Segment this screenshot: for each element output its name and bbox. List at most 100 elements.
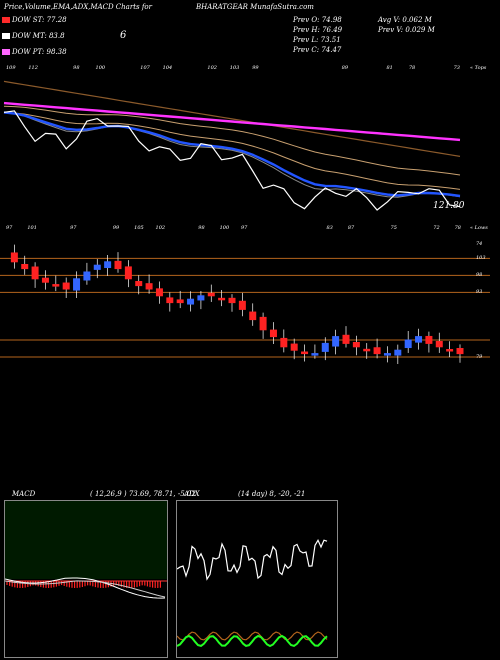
candle-body-29: [301, 351, 309, 355]
level-label-5: 74: [476, 241, 483, 247]
top-label-20: 73: [453, 65, 460, 71]
macd-values: ( 12,26,9 ) 73.69, 78.71, -5.02: [90, 490, 196, 498]
candle-body-23: [238, 300, 246, 310]
candle-body-27: [280, 337, 288, 348]
top-label-3: 98: [73, 65, 80, 71]
top-label-9: 102: [207, 65, 217, 71]
candle-body-16: [166, 297, 174, 304]
top-label-4: 100: [95, 65, 106, 71]
low-label-15: 83: [326, 225, 333, 231]
low-label-7: 102: [155, 225, 166, 231]
candle-body-41: [425, 335, 433, 344]
candle-body-10: [104, 261, 112, 269]
level-label-0: 103: [476, 255, 486, 262]
dow-mt-legend-swatch: [2, 33, 10, 39]
low-label-9: 98: [198, 225, 205, 231]
candle-body-37: [383, 353, 391, 356]
candle-body-7: [73, 278, 81, 291]
candle-body-2: [21, 264, 29, 270]
low-label-6: 105: [134, 225, 144, 231]
candle-body-17: [176, 299, 184, 304]
candle-body-40: [415, 336, 423, 343]
candle-body-1: [10, 252, 18, 263]
macd-line: [5, 577, 166, 599]
candle-body-6: [62, 282, 70, 290]
top-label-10: 103: [229, 65, 240, 71]
ema-chart: [3, 80, 461, 211]
candle-body-11: [114, 260, 122, 270]
di-minus-line: [177, 631, 328, 641]
candle-body-35: [363, 348, 371, 352]
candle-body-13: [135, 281, 143, 287]
adx-panel: [176, 500, 338, 658]
price-line: [3, 110, 461, 211]
ema-mid-line: [3, 105, 461, 176]
dow-pt-legend-swatch: [2, 49, 10, 55]
adx-line: [177, 539, 328, 581]
dow-st-legend-swatch: [2, 17, 10, 23]
di-plus-line: [177, 634, 328, 648]
price-level-labels: 103 98 93 79 74: [0, 240, 500, 370]
ema-short-line: [3, 111, 461, 198]
low-label-18: 75: [390, 225, 397, 231]
level-label-4: 79: [476, 354, 483, 360]
dow-mt-value: DOW MT: 83.8: [12, 32, 65, 40]
candle-body-5: [52, 284, 60, 287]
low-label-3: 97: [70, 225, 77, 231]
candle-body-33: [342, 334, 350, 344]
macd-upper-area: [5, 501, 167, 579]
candle-body-3: [31, 266, 39, 280]
low-label-21: 78: [454, 225, 461, 231]
candle-body-43: [446, 349, 454, 352]
candlestick-chart: [0, 244, 490, 365]
candle-body-12: [124, 266, 132, 280]
candle-body-25: [259, 316, 267, 331]
top-label-0: 109: [6, 65, 16, 71]
candle-body-31: [321, 342, 329, 352]
candle-body-26: [269, 329, 277, 338]
candle-body-30: [311, 353, 319, 356]
prev-open: Prev O: 74.98: [293, 16, 342, 24]
top-label-15: 89: [341, 65, 349, 71]
candle-body-36: [373, 347, 381, 355]
macd-signal-line: [5, 580, 166, 598]
macd-panel: [4, 500, 168, 658]
prev-high: Prev H: 76.49: [293, 26, 343, 34]
level-label-1: 98: [476, 272, 483, 279]
lows-labels-row: 97 101 97 99 105 102 98 100 97 83 87 75 72 78: [0, 222, 500, 232]
candle-body-18: [187, 298, 195, 305]
candle-body-15: [155, 288, 163, 297]
top-label-17: 81: [386, 65, 393, 71]
symbol-line: BHARATGEAR MunafaSutra.com: [196, 3, 314, 11]
level-label-2: 93: [476, 289, 483, 296]
candle-body-44: [456, 348, 464, 355]
candle-body-38: [394, 349, 402, 356]
prev-volume: Prev V: 0.029 M: [378, 26, 435, 34]
low-label-10: 100: [219, 225, 230, 231]
tops-labels-row: 109 112 98 100 107 104 102 103 99 89 81 78 73: [0, 62, 500, 72]
candle-body-14: [145, 283, 153, 290]
candle-body-42: [435, 340, 443, 348]
macd-label: MACD: [12, 490, 36, 498]
dow-mt-extra: 6: [120, 30, 127, 41]
dow-st-value: DOW ST: 77.28: [12, 16, 67, 24]
low-label-1: 101: [27, 225, 37, 231]
candle-body-32: [332, 336, 340, 347]
ema-dotted-line: [3, 111, 461, 198]
candle-body-24: [249, 311, 257, 321]
candle-body-39: [404, 339, 412, 349]
candle-body-28: [290, 343, 298, 351]
low-label-5: 99: [112, 225, 120, 231]
prev-close: Prev C: 74.47: [293, 46, 342, 54]
last-ema-value: 121.80: [433, 201, 465, 211]
avg-volume: Avg V: 0.062 M: [378, 16, 432, 24]
candle-body-9: [93, 264, 101, 270]
candle-body-34: [352, 341, 360, 348]
low-label-20: 72: [433, 225, 440, 231]
top-label-1: 112: [28, 65, 38, 71]
candle-body-22: [228, 297, 236, 304]
top-label-18: 78: [408, 65, 416, 71]
top-label-11: 99: [252, 65, 259, 71]
chart-title: Price,Volume,EMA,ADX,MACD Charts for: [4, 3, 152, 11]
low-label-16: 87: [347, 225, 355, 231]
